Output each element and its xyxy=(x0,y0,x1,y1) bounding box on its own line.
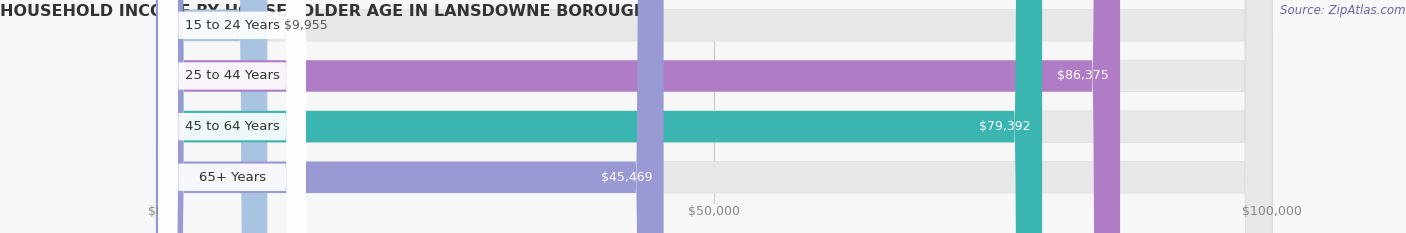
FancyBboxPatch shape xyxy=(156,0,1272,233)
FancyBboxPatch shape xyxy=(159,0,305,233)
Text: $45,469: $45,469 xyxy=(600,171,652,184)
FancyBboxPatch shape xyxy=(159,0,305,233)
Text: $86,375: $86,375 xyxy=(1057,69,1109,82)
FancyBboxPatch shape xyxy=(156,0,1272,233)
Text: 15 to 24 Years: 15 to 24 Years xyxy=(184,19,280,32)
FancyBboxPatch shape xyxy=(159,0,305,233)
FancyBboxPatch shape xyxy=(156,0,1272,233)
Text: $50,000: $50,000 xyxy=(688,205,740,218)
FancyBboxPatch shape xyxy=(159,0,305,233)
FancyBboxPatch shape xyxy=(156,0,1272,233)
FancyBboxPatch shape xyxy=(156,0,664,233)
Text: HOUSEHOLD INCOME BY HOUSEHOLDER AGE IN LANSDOWNE BOROUGH: HOUSEHOLD INCOME BY HOUSEHOLDER AGE IN L… xyxy=(0,4,647,19)
Text: $0: $0 xyxy=(148,205,165,218)
FancyBboxPatch shape xyxy=(156,0,1042,233)
FancyBboxPatch shape xyxy=(156,0,267,233)
Text: $79,392: $79,392 xyxy=(980,120,1031,133)
Text: 25 to 44 Years: 25 to 44 Years xyxy=(184,69,280,82)
Text: 65+ Years: 65+ Years xyxy=(198,171,266,184)
Text: 45 to 64 Years: 45 to 64 Years xyxy=(184,120,280,133)
Text: Source: ZipAtlas.com: Source: ZipAtlas.com xyxy=(1281,4,1406,17)
Text: $9,955: $9,955 xyxy=(284,19,328,32)
Text: $100,000: $100,000 xyxy=(1241,205,1302,218)
FancyBboxPatch shape xyxy=(156,0,1121,233)
